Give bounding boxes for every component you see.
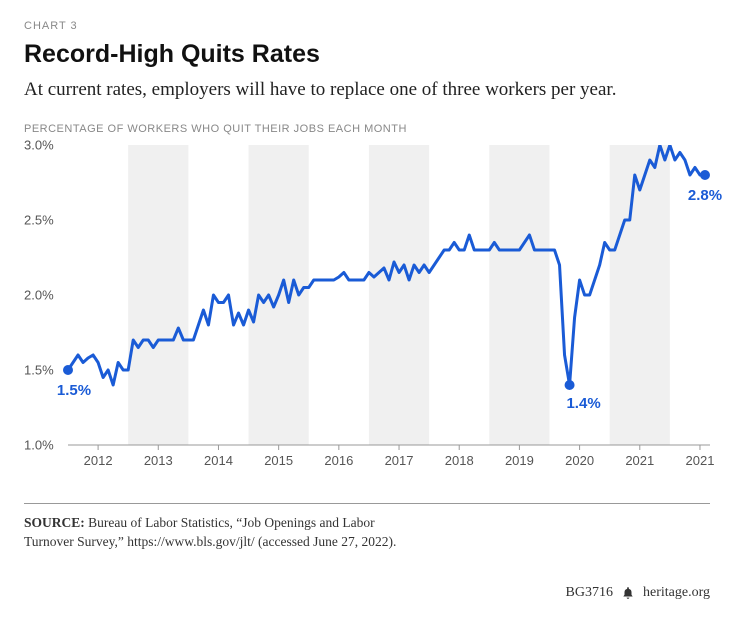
- data-point-label: 1.5%: [57, 382, 91, 399]
- xtick: 2021: [686, 453, 715, 468]
- ytick: 2.0%: [24, 287, 54, 302]
- divider: [24, 503, 710, 504]
- chart-plot: 1.0%1.5%2.0%2.5%3.0% 2012201320142015201…: [24, 145, 710, 485]
- xtick: 2019: [505, 453, 534, 468]
- data-point-label: 2.8%: [688, 187, 722, 204]
- xtick: 2020: [565, 453, 594, 468]
- xtick: 2018: [445, 453, 474, 468]
- ytick: 3.0%: [24, 137, 54, 152]
- site-url: heritage.org: [643, 585, 710, 601]
- xtick: 2021: [625, 453, 654, 468]
- ytick: 2.5%: [24, 212, 54, 227]
- source-prefix: SOURCE:: [24, 515, 85, 530]
- chart-title: Record-High Quits Rates: [24, 40, 710, 69]
- bell-icon: [621, 586, 635, 600]
- xtick: 2015: [264, 453, 293, 468]
- chart-label: CHART 3: [24, 20, 710, 32]
- xtick: 2016: [324, 453, 353, 468]
- footer-right: BG3716 heritage.org: [566, 585, 710, 601]
- y-axis-label: PERCENTAGE OF WORKERS WHO QUIT THEIR JOB…: [24, 123, 710, 135]
- chart-subtitle: At current rates, employers will have to…: [24, 77, 710, 103]
- xtick: 2013: [144, 453, 173, 468]
- chart-svg: [24, 145, 710, 465]
- ytick: 1.5%: [24, 362, 54, 377]
- xtick: 2017: [385, 453, 414, 468]
- data-point-label: 1.4%: [566, 395, 600, 412]
- doc-id: BG3716: [566, 585, 613, 601]
- xtick: 2014: [204, 453, 233, 468]
- ytick: 1.0%: [24, 437, 54, 452]
- source-note: SOURCE: Bureau of Labor Statistics, “Job…: [24, 514, 424, 552]
- xtick: 2012: [84, 453, 113, 468]
